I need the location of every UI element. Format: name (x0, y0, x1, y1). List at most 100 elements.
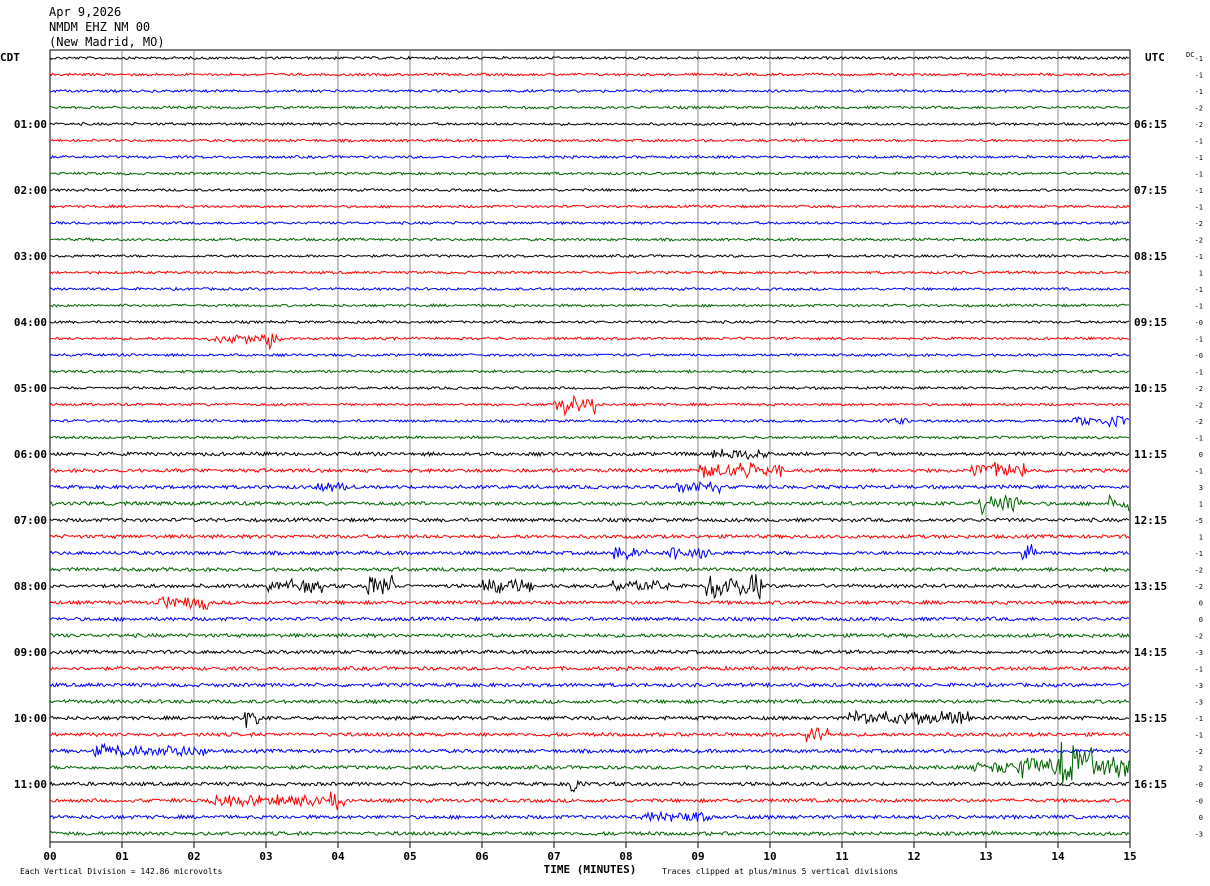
x-axis-label: TIME (MINUTES) (544, 863, 637, 876)
utc-hour-label: 15:15 (1134, 712, 1167, 725)
cdt-label: CDT (0, 51, 20, 64)
dc-offset-label: 0 (1199, 451, 1203, 459)
seismic-trace (49, 741, 1130, 784)
seismic-trace (49, 533, 1130, 540)
plot-frame (49, 49, 1131, 843)
dc-offset-label: -1 (1195, 204, 1203, 212)
seismic-trace (49, 779, 1130, 793)
seismic-trace (49, 55, 1130, 61)
seismic-trace (49, 698, 1130, 705)
seismic-trace (49, 493, 1130, 516)
dc-offset-label: -2 (1195, 105, 1203, 113)
dc-offset-label: -3 (1195, 649, 1203, 657)
x-tick-label: 12 (907, 850, 920, 863)
dc-offset-label: -1 (1195, 468, 1203, 476)
seismic-trace (49, 187, 1130, 193)
header-station: NMDM EHZ NM 00 (49, 20, 151, 34)
x-tick-label: 14 (1051, 850, 1065, 863)
x-tick-label: 09 (691, 850, 704, 863)
cdt-hour-label: 04:00 (14, 316, 47, 329)
dc-offset-label: 0 (1199, 814, 1203, 822)
dc-offset-label: -0 (1195, 319, 1203, 327)
dc-offset-label: -5 (1195, 517, 1203, 525)
dc-offset-label: 0 (1199, 616, 1203, 624)
seismic-trace (50, 88, 1130, 94)
dc-offset-label: -0 (1195, 798, 1203, 806)
dc-offset-label: -1 (1195, 715, 1203, 723)
seismic-trace (49, 632, 1130, 639)
cdt-hour-label: 10:00 (14, 712, 47, 725)
seismic-trace (49, 394, 1130, 417)
x-tick-label: 11 (835, 850, 849, 863)
x-tick-label: 04 (331, 850, 345, 863)
dc-offset-label: -2 (1195, 633, 1203, 641)
dc-offset-label: -3 (1195, 831, 1203, 839)
seismic-trace (49, 121, 1130, 127)
dc-offset-label: -2 (1195, 583, 1203, 591)
seismic-trace (49, 681, 1130, 689)
header-location: (New Madrid, MO) (49, 35, 165, 49)
dc-offset-label: -2 (1195, 237, 1203, 245)
clipping-note: Traces clipped at plus/minus 5 vertical … (662, 867, 899, 876)
x-tick-label: 08 (619, 850, 632, 863)
seismic-trace (49, 742, 1130, 759)
dc-offset-label: -2 (1195, 748, 1203, 756)
seismic-trace (49, 171, 1130, 176)
dc-offset-label: -1 (1195, 138, 1203, 146)
dc-offset-label: -1 (1195, 253, 1203, 261)
x-tick-label: 13 (979, 850, 992, 863)
seismic-trace (49, 595, 1130, 610)
dc-offset-label: -1 (1195, 72, 1203, 80)
dc-offset-label: -2 (1195, 121, 1203, 129)
seismic-trace (49, 352, 1130, 358)
dc-offset-label: -1 (1195, 55, 1203, 63)
seismic-trace (49, 791, 1130, 811)
seismic-trace (49, 369, 1130, 374)
dc-offset-label: 1 (1199, 534, 1203, 542)
utc-hour-label: 06:15 (1134, 118, 1167, 131)
seismic-trace (49, 727, 1130, 743)
cdt-hour-label: 09:00 (14, 646, 47, 659)
seismic-trace (49, 319, 1130, 325)
cdt-hour-label: 11:00 (14, 778, 47, 791)
vertical-division-note: Each Vertical Division = 142.86 microvol… (20, 867, 223, 876)
seismic-trace (49, 154, 1130, 160)
utc-hour-label: 09:15 (1134, 316, 1167, 329)
utc-hour-label: 07:15 (1134, 184, 1167, 197)
seismic-trace (49, 435, 1130, 440)
seismic-trace (49, 204, 1130, 209)
dc-offset-label: 3 (1199, 484, 1203, 492)
seismic-trace (49, 649, 1130, 656)
cdt-hour-label: 01:00 (14, 118, 47, 131)
seismic-trace (49, 480, 1130, 495)
utc-hour-label: 13:15 (1134, 580, 1167, 593)
cdt-hour-label: 08:00 (14, 580, 47, 593)
dc-offset-label: -1 (1195, 88, 1203, 96)
utc-hour-label: 12:15 (1134, 514, 1167, 527)
dc-offset-label: -1 (1195, 171, 1203, 179)
dc-offset-label: -1 (1195, 286, 1203, 294)
seismic-trace (49, 665, 1130, 672)
utc-hour-label: 11:15 (1134, 448, 1167, 461)
seismic-trace (49, 286, 1130, 292)
seismic-trace (49, 448, 1130, 461)
cdt-hour-label: 06:00 (14, 448, 47, 461)
seismic-trace (49, 138, 1130, 143)
cdt-hour-label: 07:00 (14, 514, 47, 527)
dc-offset-label: -2 (1195, 402, 1203, 410)
utc-hour-label: 08:15 (1134, 250, 1167, 263)
dc-offset-label: -0 (1195, 781, 1203, 789)
dc-offset-label: -1 (1195, 435, 1203, 443)
seismic-trace (49, 72, 1130, 77)
seismic-trace (49, 543, 1130, 561)
utc-hour-label: 10:15 (1134, 382, 1167, 395)
seismic-trace (49, 105, 1130, 110)
x-tick-label: 06 (475, 850, 489, 863)
x-tick-label: 05 (403, 850, 416, 863)
seismic-trace (49, 333, 1129, 351)
dc-offset-label: -1 (1195, 732, 1203, 740)
seismic-trace (50, 237, 1130, 242)
x-tick-label: 03 (259, 850, 272, 863)
dc-offset-label: -2 (1195, 418, 1203, 426)
